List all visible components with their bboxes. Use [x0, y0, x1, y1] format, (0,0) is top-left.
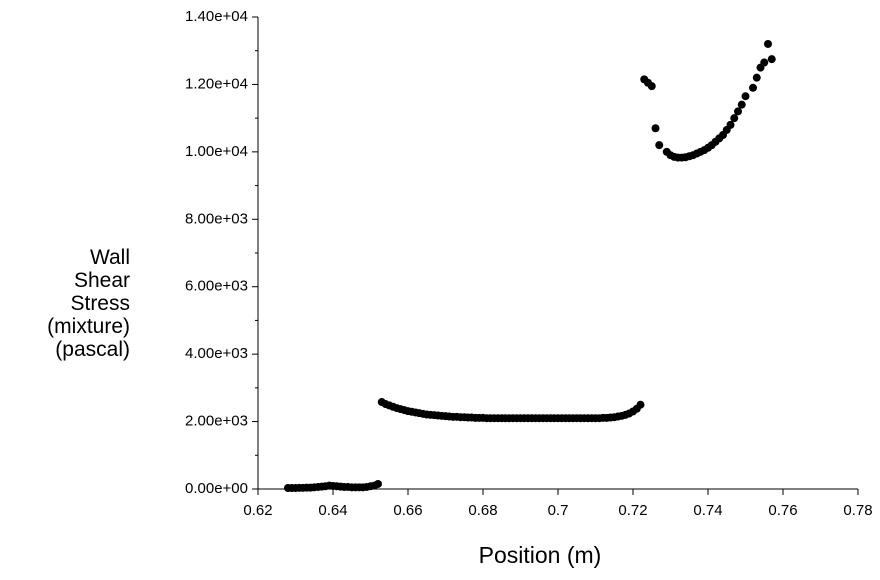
data-point [730, 114, 739, 123]
x-tick-label: 0.74 [693, 502, 722, 519]
y-tick-label: 6.00e+03 [185, 278, 248, 295]
data-point [374, 479, 382, 488]
data-point [651, 124, 660, 133]
y-tick-label: 8.00e+03 [185, 210, 248, 227]
x-tick-label: 0.64 [318, 502, 347, 519]
x-tick-label: 0.68 [468, 502, 497, 519]
data-point [752, 73, 761, 82]
y-axis-title-line: Stress [65, 292, 130, 315]
y-tick-label: 1.00e+04 [185, 143, 248, 160]
y-axis-title-line: (pascal) [49, 338, 130, 361]
data-point [764, 39, 772, 48]
data-point [767, 55, 776, 64]
y-axis-title-line: Shear [68, 269, 130, 292]
data-point [760, 58, 769, 67]
y-tick-label: 1.40e+04 [185, 8, 248, 25]
data-point [726, 120, 735, 129]
x-tick-label: 0.62 [243, 502, 272, 519]
y-axis-title-line: Wall [90, 246, 130, 269]
x-tick-label: 0.78 [843, 502, 872, 519]
x-axis-title: Position (m) [479, 542, 602, 568]
data-point [737, 100, 746, 109]
x-tick-label: 0.66 [393, 502, 422, 519]
y-tick-label: 2.00e+03 [185, 413, 248, 430]
y-tick-label: 4.00e+03 [185, 345, 248, 362]
y-tick-label: 1.20e+04 [185, 75, 248, 92]
x-tick-label: 0.76 [768, 502, 797, 519]
x-tick-label: 0.72 [618, 502, 647, 519]
data-point [749, 83, 757, 92]
data-point [655, 141, 664, 150]
x-tick-label: 0.7 [548, 502, 569, 519]
data-point [734, 107, 742, 116]
data-point [647, 82, 656, 91]
data-point [741, 92, 750, 101]
y-axis-title: Wall Shear Stress (mixture) (pascal) [41, 246, 130, 361]
y-axis-title-line: (mixture) [41, 315, 130, 338]
y-tick-label: 0.00e+00 [185, 480, 248, 497]
data-point [636, 400, 645, 409]
